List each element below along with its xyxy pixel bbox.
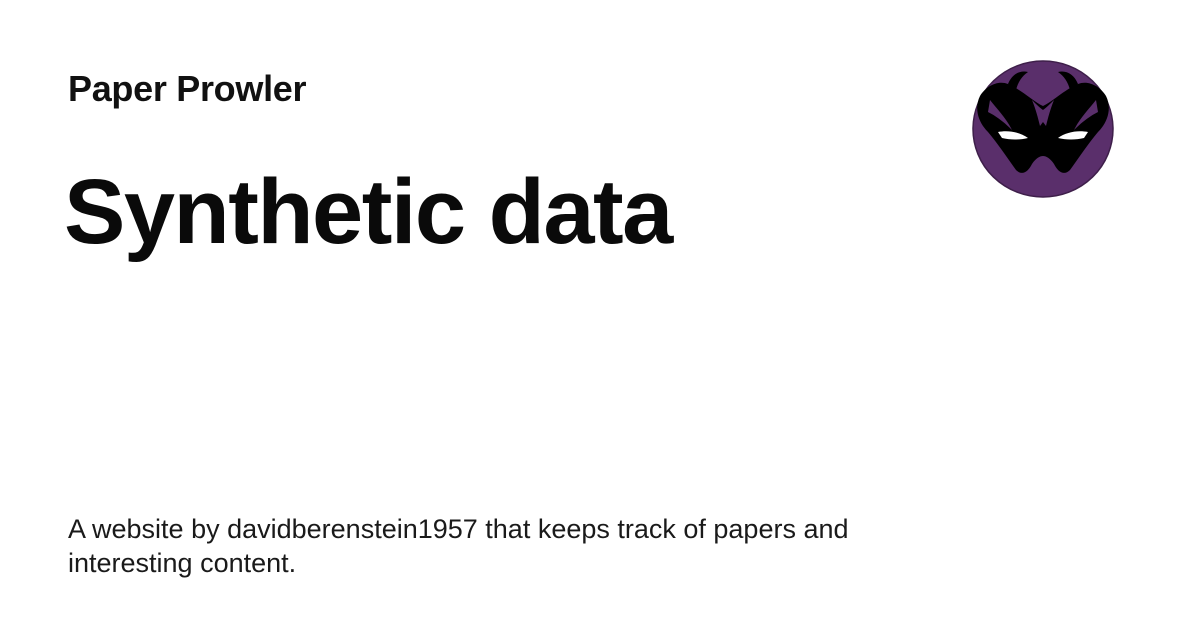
page-title: Synthetic data bbox=[64, 161, 673, 263]
site-logo bbox=[972, 60, 1114, 198]
site-name: Paper Prowler bbox=[68, 68, 307, 109]
site-description: A website by davidberenstein1957 that ke… bbox=[68, 514, 849, 578]
masked-face-icon bbox=[972, 60, 1114, 198]
